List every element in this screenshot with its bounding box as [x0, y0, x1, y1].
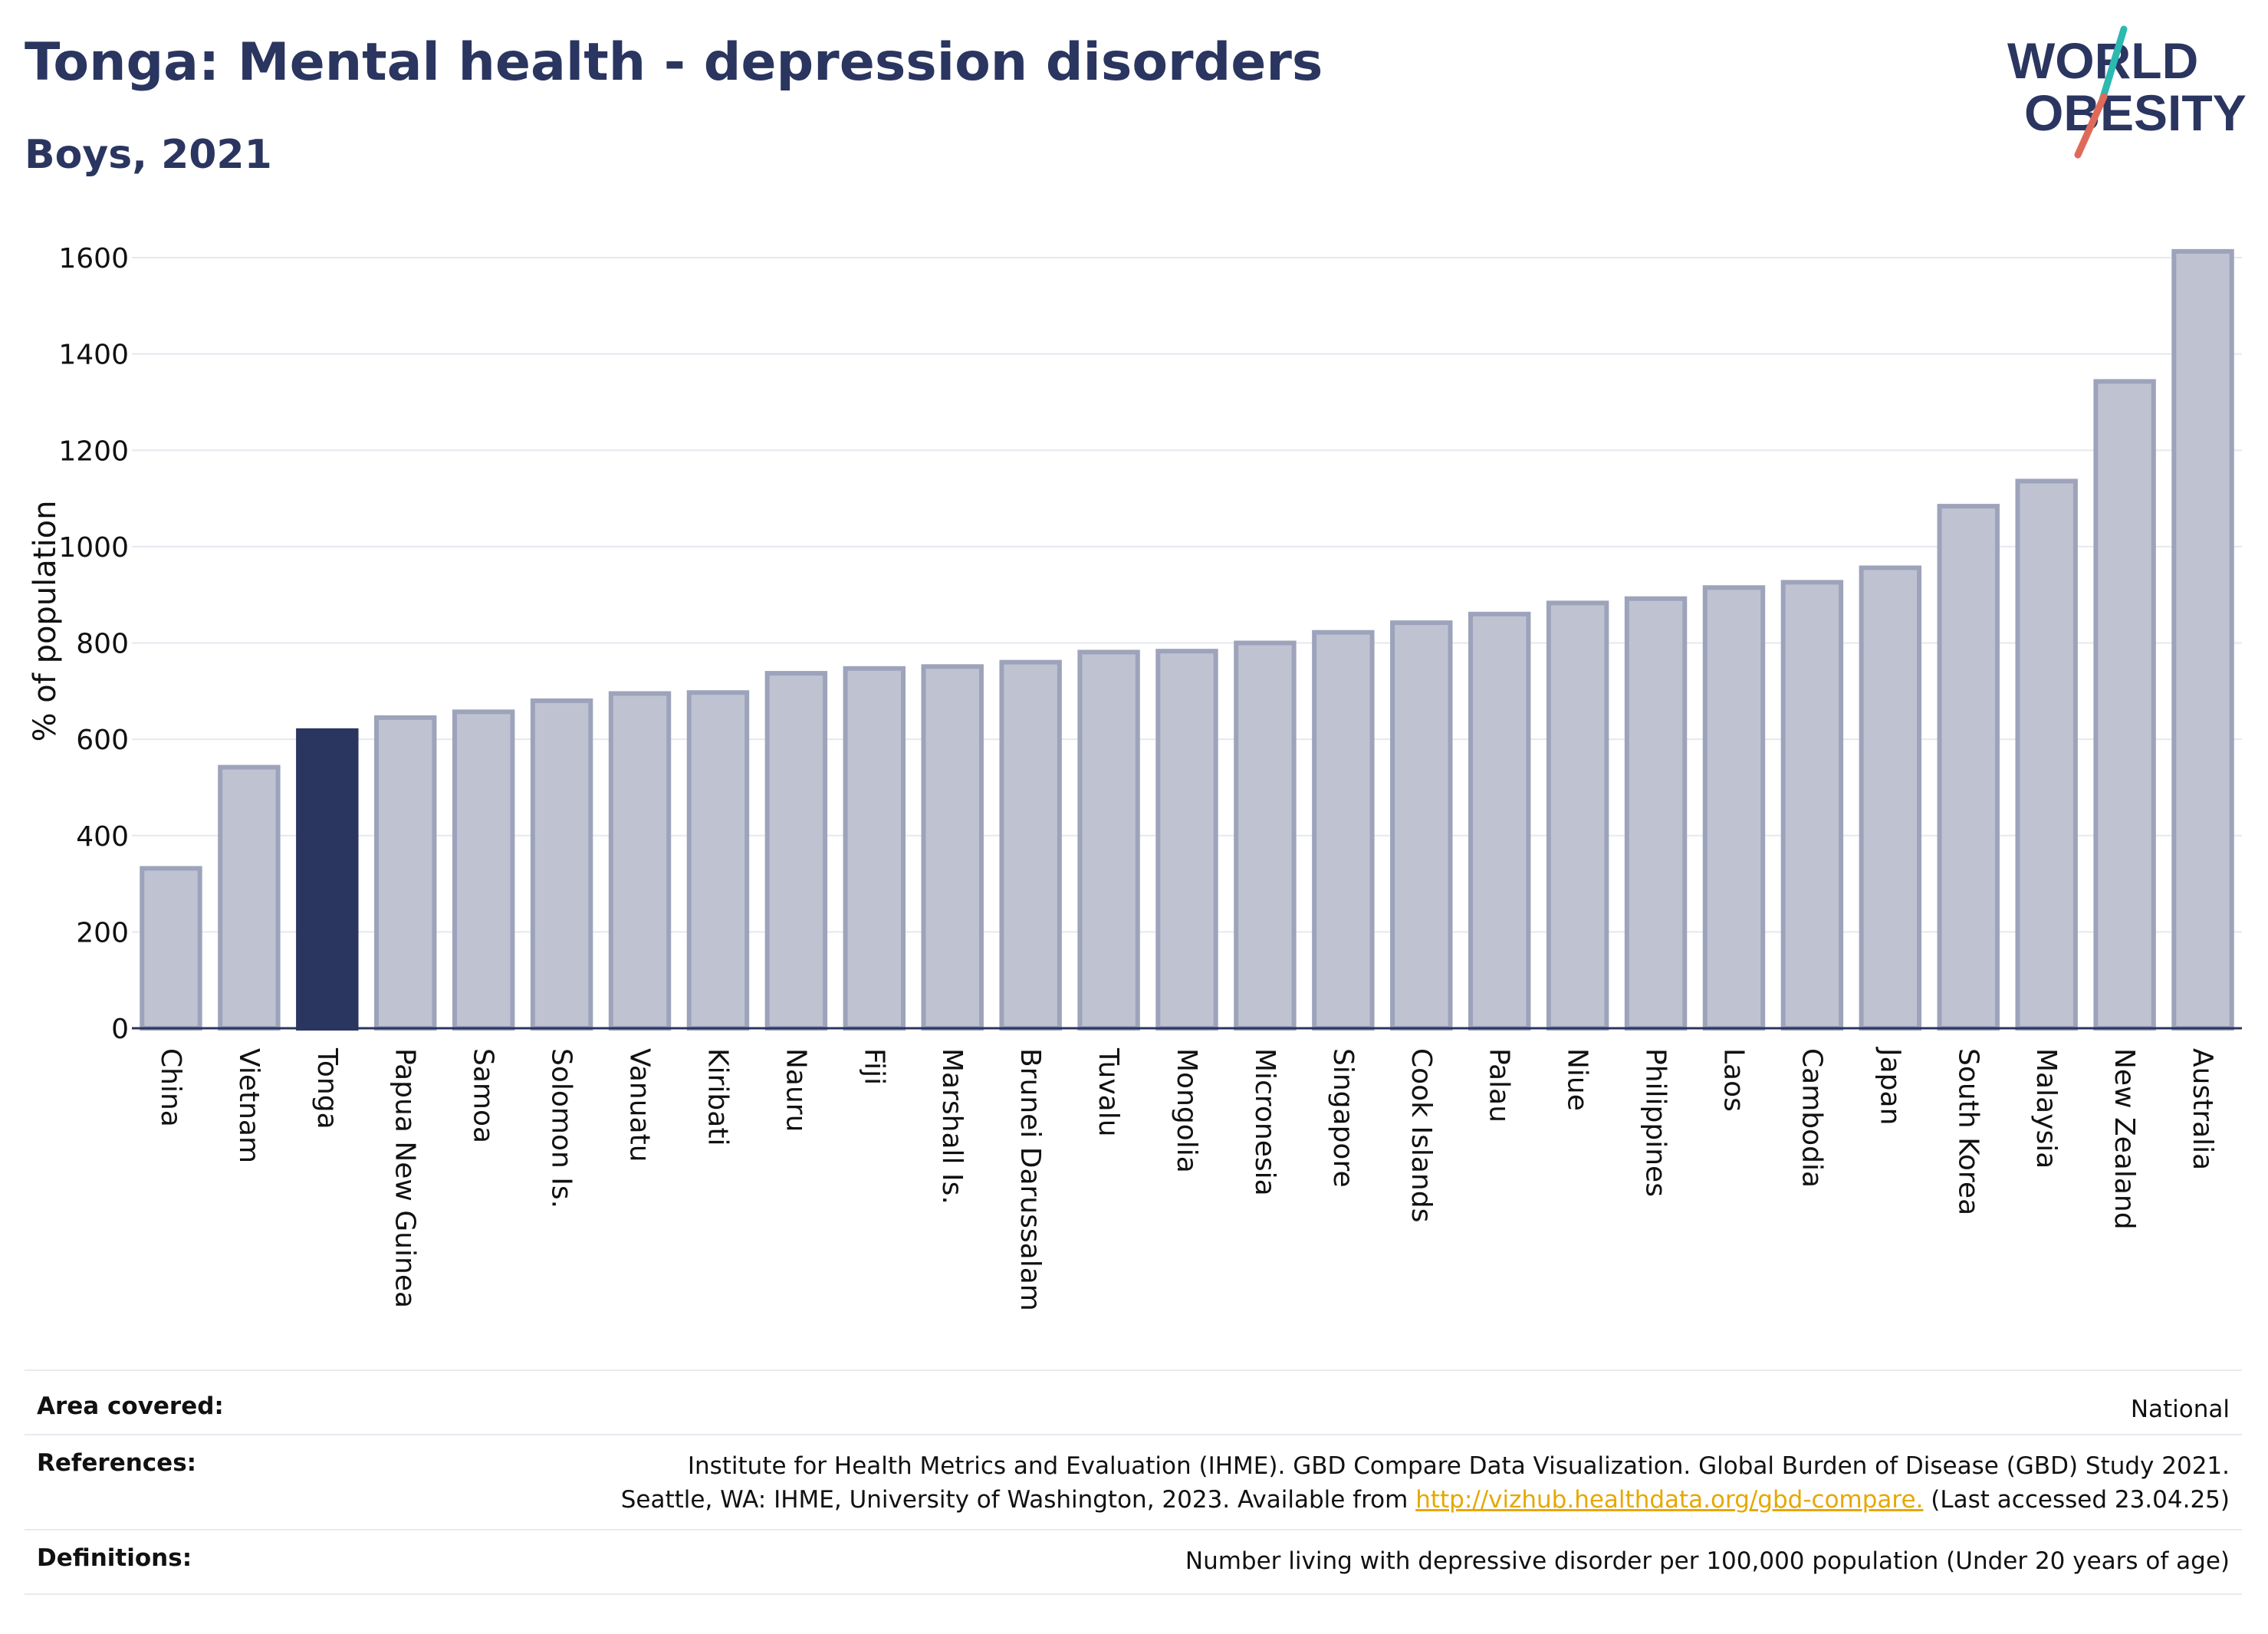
x-tick-label: Laos — [1717, 1048, 1749, 1112]
x-tick-label: South Korea — [1952, 1048, 1984, 1215]
x-tick-label: Malaysia — [2030, 1048, 2062, 1169]
bar-south-korea — [1937, 504, 2000, 1031]
area-covered-value: National — [2130, 1396, 2230, 1423]
bar-japan — [1859, 565, 1922, 1031]
bar-fiji — [843, 666, 906, 1031]
y-tick-label: 0 — [111, 1014, 129, 1045]
bar-samoa — [452, 709, 515, 1031]
bar-laos — [1702, 585, 1766, 1031]
x-tick-label: Cook Islands — [1405, 1048, 1437, 1222]
x-tick-label: Singapore — [1327, 1048, 1359, 1188]
bar-brunei-darussalam — [999, 659, 1062, 1031]
definitions-label: Definitions: — [37, 1544, 192, 1572]
references-line-2-prefix: Seattle, WA: IHME, University of Washing… — [620, 1486, 1416, 1514]
logo-slash-teal — [2099, 25, 2128, 104]
x-tick-label: Mongolia — [1171, 1048, 1202, 1173]
page-title: Tonga: Mental health - depression disord… — [25, 32, 1323, 93]
y-tick-labels: 0 200 400 600 800 1000 1200 1400 1600 — [58, 243, 129, 1045]
bar-singapore — [1312, 630, 1375, 1031]
bar-marshall-is — [921, 664, 984, 1031]
y-tick-label: 600 — [76, 725, 129, 756]
x-tick-label: China — [155, 1048, 186, 1127]
y-tick-label: 200 — [76, 917, 129, 949]
y-tick-label: 800 — [76, 629, 129, 660]
bar-australia — [2171, 248, 2234, 1031]
bar-palau — [1468, 611, 1531, 1031]
references-label: References: — [37, 1449, 197, 1477]
logo-slash-red — [2074, 93, 2108, 159]
x-tick-label: New Zealand — [2109, 1048, 2140, 1230]
references-value: Institute for Health Metrics and Evaluat… — [621, 1449, 2230, 1517]
references-line-2: Seattle, WA: IHME, University of Washing… — [621, 1483, 2230, 1517]
y-tick-label: 1400 — [58, 340, 129, 371]
bar-chart: 0 200 400 600 800 1000 1200 1400 1600 China Vietn… — [28, 243, 2242, 1311]
bar-new-zealand — [2093, 379, 2156, 1031]
y-tick-label: 1600 — [58, 243, 129, 275]
x-tick-label: Marshall Is. — [936, 1048, 968, 1205]
x-tick-label: Palau — [1484, 1048, 1515, 1123]
logo-text-obesity: OBESITY — [2024, 84, 2247, 141]
bar-kiribati — [686, 690, 750, 1031]
x-tick-label: Vietnam — [233, 1048, 265, 1163]
x-tick-label: Tuvalu — [1093, 1047, 1124, 1137]
y-tick-label: 1000 — [58, 532, 129, 564]
references-line-2-suffix: (Last accessed 23.04.25) — [1923, 1486, 2230, 1514]
bars — [140, 248, 2234, 1031]
bar-vanuatu — [608, 691, 672, 1031]
x-tick-label: Micronesia — [1249, 1048, 1280, 1196]
bar-cambodia — [1780, 580, 1844, 1031]
x-tick-label: Solomon Is. — [546, 1048, 577, 1208]
bar-nauru — [764, 671, 828, 1031]
divider — [25, 1593, 2242, 1595]
x-tick-label: Philippines — [1640, 1048, 1671, 1197]
bar-micronesia — [1234, 640, 1297, 1031]
y-tick-label: 400 — [76, 821, 129, 853]
x-tick-label: Kiribati — [702, 1048, 733, 1146]
definitions-value: Number living with depressive disorder p… — [1185, 1547, 2230, 1575]
page-subtitle: Boys, 2021 — [25, 132, 272, 178]
bar-papua-new-guinea — [374, 715, 437, 1031]
bar-niue — [1546, 600, 1609, 1031]
bar-tonga — [296, 728, 359, 1031]
x-tick-label: Nauru — [780, 1048, 811, 1132]
x-tick-label: Vanuatu — [624, 1048, 656, 1162]
x-tick-label: Brunei Darussalam — [1014, 1048, 1046, 1311]
divider — [25, 1434, 2242, 1435]
x-tick-label: Fiji — [858, 1048, 889, 1085]
x-tick-label: Papua New Guinea — [390, 1048, 421, 1308]
x-tick-labels: China Vietnam Tonga Papua New Guinea Samoa So… — [155, 1047, 2218, 1311]
bar-china — [140, 866, 202, 1031]
y-axis-label: % of population — [28, 501, 63, 742]
bar-tuvalu — [1077, 649, 1140, 1031]
x-tick-label: Niue — [1562, 1048, 1593, 1111]
x-tick-label: Samoa — [468, 1048, 499, 1143]
x-tick-label: Tonga — [311, 1047, 343, 1129]
bar-malaysia — [2015, 478, 2078, 1031]
bar-vietnam — [218, 764, 281, 1031]
x-tick-label: Cambodia — [1796, 1048, 1827, 1188]
references-link[interactable]: http://vizhub.healthdata.org/gbd-compare… — [1415, 1486, 1924, 1514]
area-covered-label: Area covered: — [37, 1392, 224, 1420]
bar-cook-islands — [1390, 620, 1453, 1031]
logo-text-world: WORLD — [2007, 32, 2198, 89]
x-tick-label: Japan — [1874, 1047, 1905, 1125]
bar-solomon-is — [530, 698, 593, 1031]
x-tick-label: Australia — [2187, 1048, 2218, 1170]
divider — [25, 1529, 2242, 1530]
y-tick-label: 1200 — [58, 436, 129, 467]
divider — [25, 1369, 2242, 1371]
bar-mongolia — [1155, 649, 1218, 1031]
bar-philippines — [1624, 596, 1688, 1031]
references-line-1: Institute for Health Metrics and Evaluat… — [687, 1452, 2230, 1480]
world-obesity-logo: WORLD OBESITY — [2007, 25, 2247, 159]
